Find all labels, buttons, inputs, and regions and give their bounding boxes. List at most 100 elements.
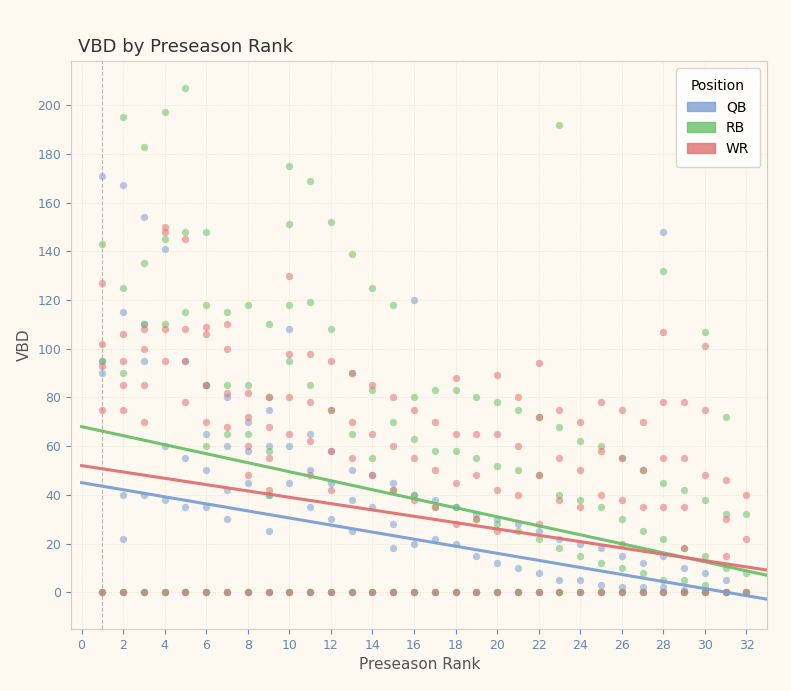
Point (470, 470, 483, 481)
Point (698, 587, 711, 598)
Point (241, 441, 254, 452)
Point (96, 587, 108, 598)
Point (470, 392, 483, 403)
Point (595, 558, 607, 569)
Point (719, 587, 732, 598)
Point (553, 587, 566, 598)
Point (574, 574, 587, 585)
Point (678, 587, 691, 598)
Point (158, 587, 171, 598)
Point (387, 484, 399, 495)
Point (324, 446, 337, 457)
Point (407, 587, 420, 598)
Point (241, 477, 254, 488)
Point (407, 587, 420, 598)
Point (595, 587, 607, 598)
Point (283, 428, 296, 439)
Point (657, 550, 670, 561)
Point (719, 574, 732, 585)
Point (117, 355, 130, 366)
Point (346, 494, 358, 505)
Point (158, 107, 171, 118)
Point (366, 587, 379, 598)
Point (636, 587, 649, 598)
Point (283, 587, 296, 598)
Point (263, 587, 275, 598)
Point (221, 484, 233, 495)
Point (96, 360, 108, 371)
Point (304, 465, 316, 476)
Point (615, 587, 628, 598)
Point (512, 587, 524, 598)
Point (200, 379, 213, 390)
Point (615, 494, 628, 505)
Point (346, 368, 358, 379)
Point (698, 404, 711, 415)
Point (532, 587, 545, 598)
Point (366, 587, 379, 598)
Point (366, 379, 379, 390)
Point (387, 441, 399, 452)
Point (158, 243, 171, 254)
Point (221, 441, 233, 452)
Point (117, 587, 130, 598)
Point (346, 248, 358, 259)
Point (719, 587, 732, 598)
Point (387, 392, 399, 403)
Point (678, 502, 691, 513)
Point (346, 587, 358, 598)
Point (429, 385, 441, 396)
Point (719, 550, 732, 561)
Point (117, 404, 130, 415)
Point (595, 446, 607, 457)
Point (574, 502, 587, 513)
Point (158, 587, 171, 598)
Point (96, 170, 108, 181)
Point (491, 513, 504, 524)
Point (324, 587, 337, 598)
Point (740, 587, 753, 598)
Point (366, 502, 379, 513)
Point (553, 574, 566, 585)
Point (491, 484, 504, 495)
Point (283, 299, 296, 310)
Point (179, 453, 191, 464)
Point (491, 428, 504, 439)
Point (263, 392, 275, 403)
Point (449, 446, 462, 457)
Point (407, 433, 420, 444)
Point (200, 379, 213, 390)
Point (324, 587, 337, 598)
Point (158, 587, 171, 598)
Point (96, 368, 108, 379)
Point (698, 585, 711, 596)
Point (470, 550, 483, 561)
Point (595, 580, 607, 591)
Point (429, 587, 441, 598)
Point (158, 226, 171, 237)
Point (512, 392, 524, 403)
Point (698, 494, 711, 505)
Point (657, 477, 670, 488)
Point (532, 526, 545, 537)
Point (657, 587, 670, 598)
Point (615, 582, 628, 593)
Point (429, 533, 441, 545)
Point (158, 234, 171, 245)
Y-axis label: VBD: VBD (17, 329, 32, 361)
Point (657, 574, 670, 585)
Point (491, 526, 504, 537)
Point (512, 518, 524, 529)
Point (138, 211, 150, 223)
Point (719, 513, 732, 524)
Point (117, 379, 130, 390)
Point (241, 428, 254, 439)
Point (657, 326, 670, 337)
Point (387, 587, 399, 598)
Point (678, 543, 691, 554)
Point (263, 489, 275, 500)
Point (678, 543, 691, 554)
Point (407, 489, 420, 500)
Point (324, 513, 337, 524)
Point (740, 509, 753, 520)
